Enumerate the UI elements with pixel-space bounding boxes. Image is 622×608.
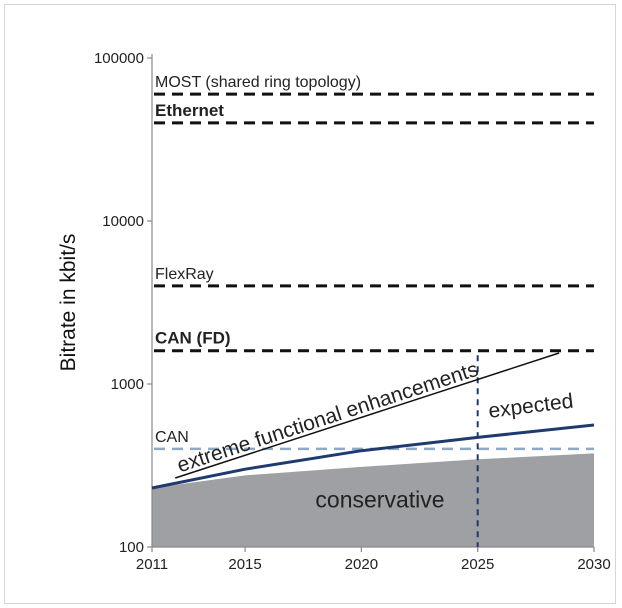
y-tick-label: 100 xyxy=(119,539,144,556)
y-tick-label: 1000 xyxy=(111,376,144,393)
reference-line-label: FlexRay xyxy=(155,266,214,283)
reference-line-label: CAN xyxy=(155,429,189,446)
chart-frame: 100 1000 10000 100000 2011 2015 2020 2025 2030 Bi… xyxy=(4,4,616,604)
extreme-series-line xyxy=(175,352,560,479)
x-tick-label: 2011 xyxy=(136,556,168,573)
y-tick-label: 10000 xyxy=(102,213,144,230)
expected-series-label: expected xyxy=(487,390,574,423)
conservative-area xyxy=(152,453,594,547)
reference-line-label: MOST (shared ring topology) xyxy=(155,74,361,91)
x-tick-label: 2030 xyxy=(577,556,610,573)
reference-line-label: Ethernet xyxy=(155,101,224,120)
y-axis-label: Bitrate in kbit/s xyxy=(57,234,80,372)
bitrate-chart: 100 1000 10000 100000 2011 2015 2020 2025 2030 Bi… xyxy=(57,50,611,573)
x-tick-label: 2025 xyxy=(461,556,494,573)
x-tick-label: 2015 xyxy=(228,556,261,573)
expected-series-line xyxy=(151,423,595,490)
conservative-series-label: conservative xyxy=(315,486,444,512)
x-tick-label: 2020 xyxy=(345,556,378,573)
reference-line-label: CAN (FD) xyxy=(155,329,231,348)
extreme-series-label: extreme functional enhancements xyxy=(174,358,481,477)
y-tick-label: 100000 xyxy=(94,50,144,67)
